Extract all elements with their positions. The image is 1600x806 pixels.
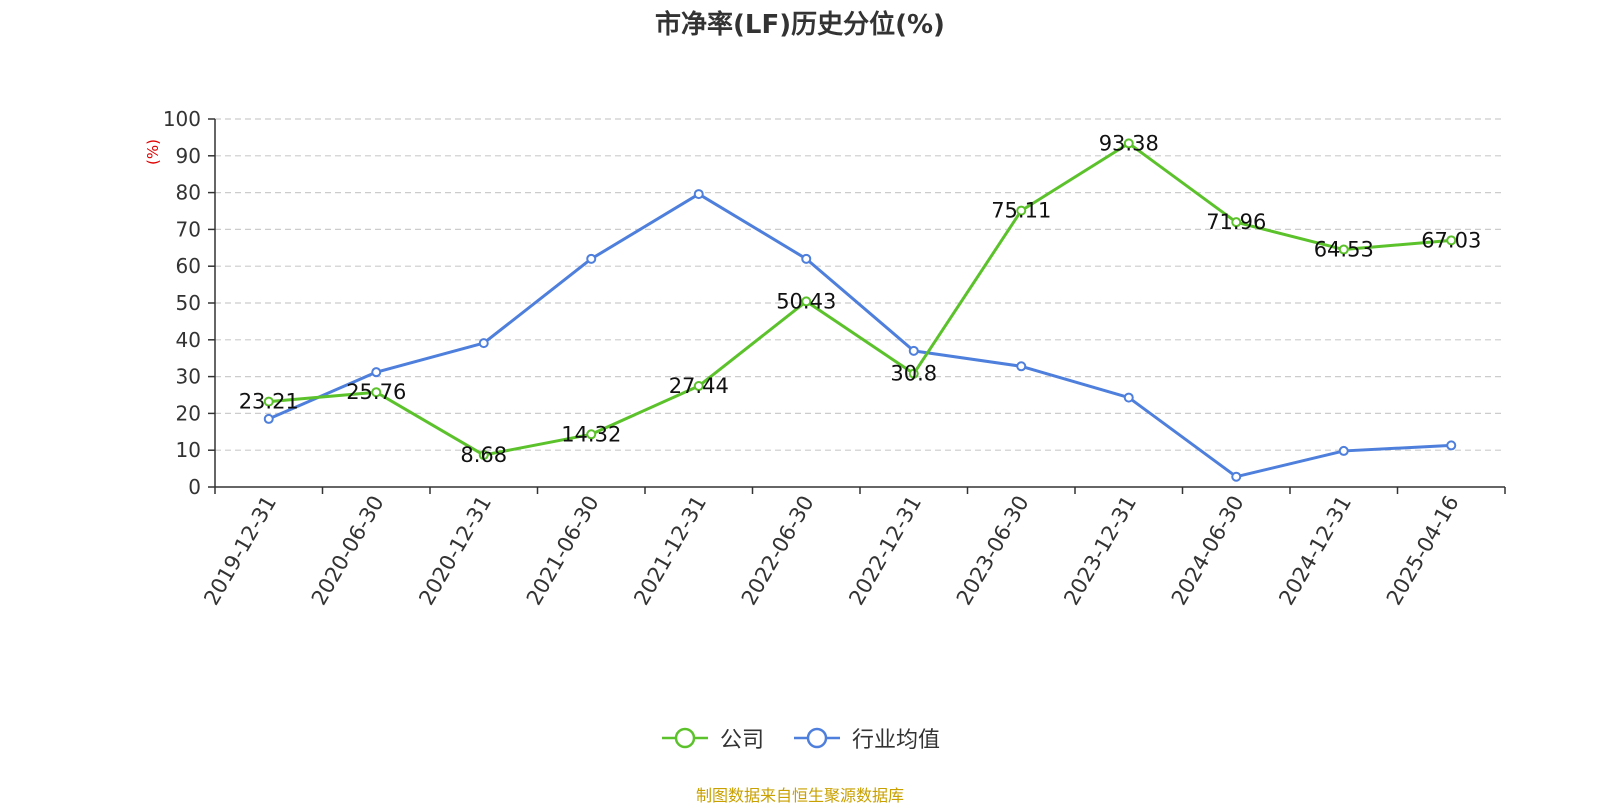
y-tick-label: 30 — [176, 365, 201, 389]
industry-point — [586, 253, 597, 264]
y-tick-label: 20 — [176, 401, 201, 425]
industry-point — [1338, 445, 1349, 456]
y-tick-label: 0 — [188, 475, 201, 499]
y-tick-label: 90 — [176, 144, 201, 168]
company-point — [586, 429, 597, 440]
company-point — [371, 387, 382, 398]
company-point — [263, 396, 274, 407]
y-tick-label: 40 — [176, 328, 201, 352]
industry-point — [1016, 361, 1027, 372]
legend-label-industry: 行业均值 — [852, 728, 941, 753]
industry-point — [1231, 471, 1242, 482]
data-label: 67.03 — [1421, 228, 1481, 252]
legend-item-industry[interactable]: 行业均值 — [792, 722, 940, 754]
data-label: 30.8 — [890, 362, 937, 386]
data-label: 8.68 — [460, 443, 507, 467]
y-tick-label: 60 — [176, 254, 201, 278]
y-tick-label: 50 — [176, 291, 201, 315]
data-label: 25.76 — [346, 380, 406, 404]
y-axis-label: (%) — [144, 139, 162, 165]
legend-company-marker-icon — [661, 727, 708, 749]
company-point — [801, 296, 812, 307]
data-label: 71.96 — [1206, 210, 1266, 234]
company-point — [908, 368, 919, 379]
company-point — [1446, 235, 1457, 246]
company-point — [693, 381, 704, 392]
data-label: 75.11 — [991, 199, 1051, 223]
company-point — [478, 450, 489, 461]
company-point — [1016, 205, 1027, 216]
x-tick-label: 2023-06-30 — [952, 492, 1034, 610]
industry-point — [1123, 392, 1134, 403]
series-line-industry — [268, 192, 1452, 479]
industry-point — [908, 345, 919, 356]
x-tick-label: 2025-04-16 — [1382, 492, 1464, 610]
legend-label-company: 公司 — [719, 728, 764, 753]
x-tick-label: 2023-12-31 — [1059, 492, 1141, 610]
company-point — [1338, 244, 1349, 255]
x-tick-label: 2022-06-30 — [737, 492, 819, 610]
industry-point — [1446, 440, 1457, 451]
data-label: 64.53 — [1314, 238, 1374, 262]
data-label: 23.21 — [239, 390, 299, 414]
x-tick-label: 2021-06-30 — [522, 492, 604, 610]
x-tick-label: 2024-06-30 — [1167, 492, 1249, 610]
y-tick-label: 70 — [176, 217, 201, 241]
legend-item-company[interactable]: 公司 — [660, 722, 764, 754]
industry-point — [263, 413, 274, 424]
data-label: 50.43 — [776, 289, 836, 313]
x-tick-label: 2024-12-31 — [1274, 492, 1356, 610]
legend-industry-marker-icon — [794, 727, 840, 749]
company-point — [1231, 217, 1242, 228]
y-tick-label: 10 — [176, 438, 201, 462]
x-tick-label: 2020-12-31 — [414, 492, 496, 610]
industry-point — [801, 253, 812, 264]
chart-title: 市净率(LF)历史分位(%) — [655, 10, 945, 40]
company-point — [1123, 138, 1134, 149]
data-label: 93.38 — [1099, 131, 1159, 155]
series-line-company — [268, 141, 1452, 457]
x-tick-label: 2021-12-31 — [629, 492, 711, 610]
x-tick-label: 2022-12-31 — [844, 492, 926, 610]
y-tick-label: 100 — [163, 107, 201, 131]
data-label: 27.44 — [669, 374, 729, 398]
data-label: 14.32 — [561, 422, 621, 446]
chart-legend[interactable]: 公司 行业均值 — [0, 722, 1600, 754]
industry-point — [693, 189, 704, 200]
source-note: 制图数据来自恒生聚源数据库 — [695, 786, 904, 805]
industry-point — [371, 367, 382, 378]
industry-point — [478, 338, 489, 349]
y-tick-label: 80 — [176, 181, 201, 205]
x-tick-label: 2020-06-30 — [307, 492, 389, 610]
x-tick-label: 2019-12-31 — [199, 492, 281, 610]
